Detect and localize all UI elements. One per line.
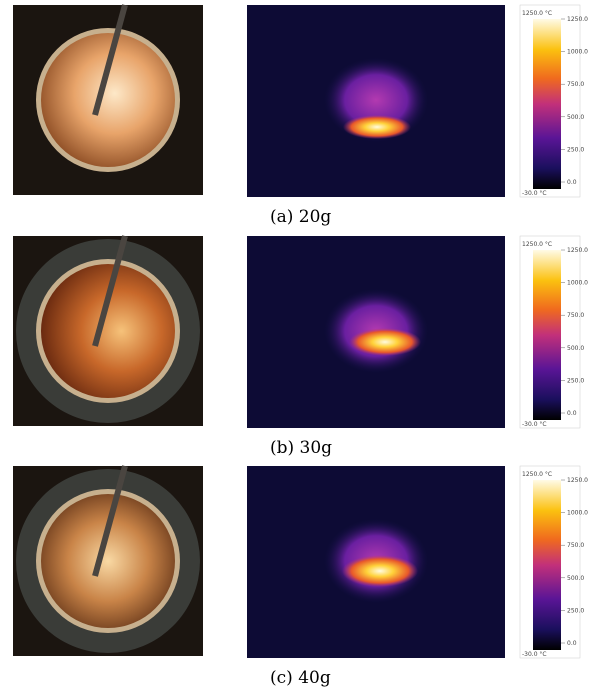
thermal-image — [247, 5, 505, 197]
colorbar-tick-label: 500.0 — [567, 114, 584, 121]
colorbar-tick-label: 1000.0 — [567, 510, 588, 517]
melt — [41, 33, 175, 167]
thermal-image — [247, 236, 505, 428]
colorbar-tick-label: 250.0 — [567, 607, 584, 614]
colorbar: 1250.0 °C -30.0 °C 1250.0 1000.0 750.0 500.0 2… — [520, 5, 588, 197]
thermal-hotspot — [342, 555, 418, 587]
colorbar: 1250.0 °C -30.0 °C 1250.0 1000.0 750.0 500.0 2… — [520, 236, 588, 428]
colorbar-tick-label: 1000.0 — [567, 49, 588, 56]
colorbar-tick-label: 0.0 — [567, 179, 577, 186]
colorbar-tick-label: 0.0 — [567, 410, 577, 417]
panel: 1250.0 °C -30.0 °C 1250.0 1000.0 750.0 500.0 2… — [13, 466, 588, 688]
colorbar-tick-label: 750.0 — [567, 81, 584, 88]
photo — [13, 466, 203, 656]
colorbar-top-label: 1250.0 °C — [522, 241, 552, 248]
caption: (a) 20g — [270, 207, 331, 227]
colorbar-tick-label: 750.0 — [567, 312, 584, 319]
colorbar-tick-label: 250.0 — [567, 146, 584, 153]
colorbar-tick-label: 1250.0 — [567, 247, 588, 254]
colorbar-bottom-label: -30.0 °C — [522, 421, 547, 428]
photo — [13, 5, 203, 195]
colorbar-tick-label: 1250.0 — [567, 477, 588, 484]
colorbar-bottom-label: -30.0 °C — [522, 190, 547, 197]
caption: (b) 30g — [270, 438, 332, 458]
panel: 1250.0 °C -30.0 °C 1250.0 1000.0 750.0 500.0 2… — [13, 5, 588, 227]
colorbar-tick-label: 250.0 — [567, 377, 584, 384]
thermal-hotspot — [349, 328, 421, 356]
colorbar-tick-label: 1250.0 — [567, 16, 588, 23]
melt — [41, 264, 175, 398]
melt — [41, 494, 175, 628]
colorbar-tick-label: 500.0 — [567, 345, 584, 352]
colorbar-tick-label: 500.0 — [567, 575, 584, 582]
figure: 1250.0 °C -30.0 °C 1250.0 1000.0 750.0 500.0 2… — [0, 0, 613, 691]
rows: 1250.0 °C -30.0 °C 1250.0 1000.0 750.0 500.0 2… — [13, 5, 588, 688]
colorbar-scale — [533, 480, 561, 650]
colorbar-scale — [533, 19, 561, 189]
colorbar-top-label: 1250.0 °C — [522, 10, 552, 17]
thermal-image — [247, 466, 505, 658]
thermal-hotspot — [343, 115, 411, 139]
caption: (c) 40g — [270, 668, 331, 688]
photo — [13, 236, 203, 426]
colorbar: 1250.0 °C -30.0 °C 1250.0 1000.0 750.0 500.0 2… — [520, 466, 588, 658]
panel: 1250.0 °C -30.0 °C 1250.0 1000.0 750.0 500.0 2… — [13, 236, 588, 458]
colorbar-tick-label: 1000.0 — [567, 280, 588, 287]
colorbar-tick-label: 0.0 — [567, 640, 577, 647]
colorbar-tick-label: 750.0 — [567, 542, 584, 549]
colorbar-bottom-label: -30.0 °C — [522, 651, 547, 658]
colorbar-top-label: 1250.0 °C — [522, 471, 552, 478]
colorbar-scale — [533, 250, 561, 420]
